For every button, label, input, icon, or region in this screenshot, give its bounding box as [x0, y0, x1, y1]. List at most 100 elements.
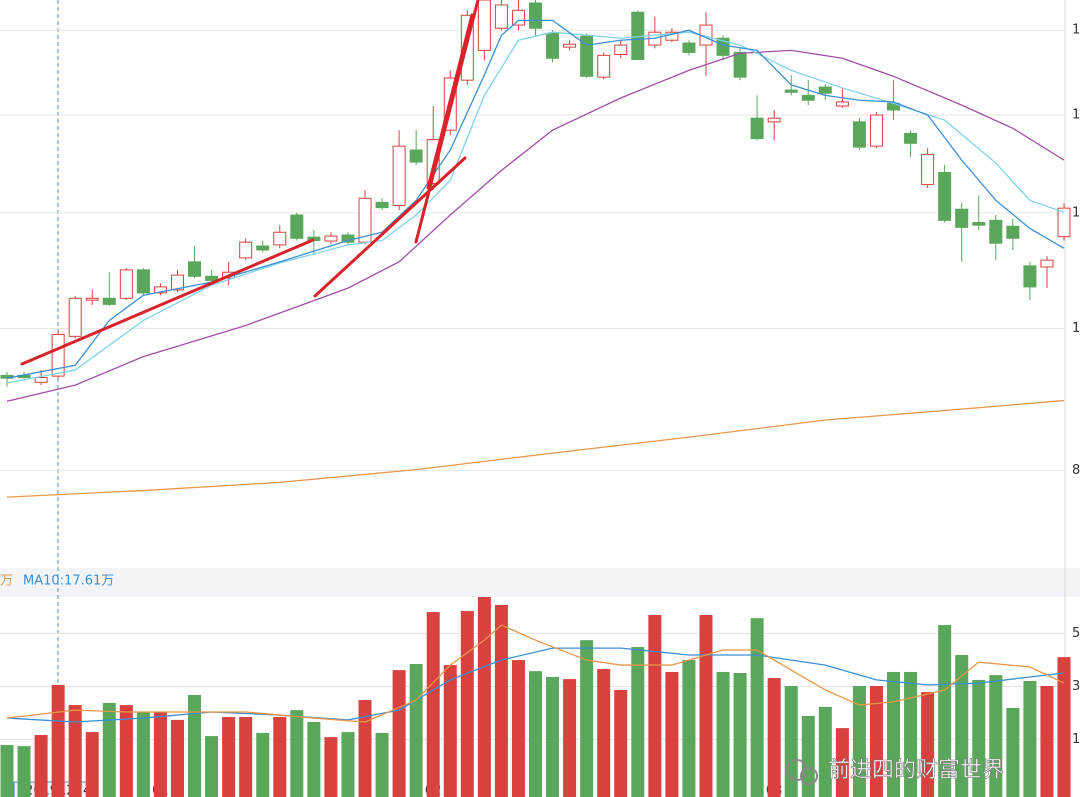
candle-body	[767, 117, 781, 123]
volume-bar	[409, 664, 423, 797]
candle-body	[102, 297, 116, 305]
candle-body	[733, 51, 747, 78]
y-tick-label: 1	[1072, 732, 1080, 747]
candle-body	[1023, 265, 1037, 288]
candle-body	[597, 54, 611, 78]
candle-body	[273, 231, 287, 246]
candle-body	[904, 132, 918, 144]
volume-bar	[341, 732, 355, 797]
volume-bar	[0, 745, 14, 797]
volume-bar	[290, 710, 304, 797]
volume-bar	[256, 732, 270, 797]
y-tick-label: 8	[1072, 463, 1080, 478]
candle-body	[955, 208, 969, 228]
candle-body	[136, 269, 150, 294]
ma-line	[6, 399, 1065, 498]
volume-bar	[563, 679, 577, 797]
trend-lines	[20, 0, 480, 366]
volume-bar	[614, 689, 628, 797]
ma-line	[6, 31, 1065, 384]
candle-body	[580, 35, 594, 77]
volume-bar	[273, 717, 287, 797]
volume-bar	[716, 671, 730, 797]
volume-bar	[869, 686, 883, 797]
volume-bar	[989, 675, 1003, 797]
candle-body	[375, 201, 389, 209]
candle-body	[750, 117, 764, 140]
candle-body	[682, 42, 696, 53]
volume-bar	[239, 717, 253, 797]
volume-bar	[153, 711, 167, 797]
y-tick-label: 1	[1072, 23, 1080, 38]
volume-bar	[51, 684, 65, 797]
volume-bar	[580, 640, 594, 797]
ma-line	[6, 19, 1065, 379]
candle-body	[852, 121, 866, 148]
candle-body	[477, 0, 491, 51]
y-tick-label: 1	[1072, 321, 1080, 336]
candle-body	[119, 269, 133, 299]
candle-body	[938, 171, 952, 221]
y-tick-label: 3	[1072, 679, 1080, 694]
volume-bar	[119, 705, 133, 797]
candle-body	[51, 333, 65, 377]
volume-bar	[1040, 686, 1054, 797]
candle-body	[989, 219, 1003, 244]
candle-body	[1006, 225, 1020, 239]
y-tick-label: 1	[1072, 108, 1080, 123]
volume-bar	[494, 604, 508, 797]
volume-bar	[972, 679, 986, 797]
volume-bar	[852, 686, 866, 797]
legend-entry: MA10:17.61万	[23, 574, 114, 589]
y-tick-label: 5	[1072, 626, 1080, 641]
candle-body	[494, 4, 508, 29]
volume-bar	[324, 737, 338, 797]
volume-bar	[682, 660, 696, 797]
ma-line	[6, 624, 1065, 723]
candle-body	[511, 9, 525, 26]
volume-bar	[136, 711, 150, 797]
watermark-icon	[786, 759, 808, 781]
volume-bar	[767, 678, 781, 797]
volume-bar	[818, 706, 832, 797]
volume-bar	[1006, 707, 1020, 797]
volume-bar	[34, 735, 48, 797]
candle-body	[392, 145, 406, 207]
candle-body	[85, 297, 99, 301]
candle-body	[290, 214, 304, 239]
watermark-text: 前进四的财富世界	[828, 758, 1004, 783]
candle-body	[921, 153, 935, 185]
candle-body	[614, 44, 628, 55]
candle-body	[529, 2, 542, 29]
candle-body	[716, 37, 730, 56]
candle-body	[1040, 259, 1054, 268]
volume-bar	[443, 665, 457, 797]
candle-body	[205, 275, 219, 281]
volume-bar	[307, 722, 321, 797]
volume-bar	[597, 669, 611, 797]
volume-bar	[631, 647, 645, 797]
volume-bar	[358, 700, 372, 797]
candle-body	[835, 101, 849, 107]
volume-bar	[170, 719, 184, 797]
volume-bar	[665, 671, 679, 797]
volume-bar	[955, 655, 969, 797]
volume-bar	[460, 611, 474, 797]
candle-body	[170, 274, 184, 291]
watermark-icon	[800, 767, 818, 785]
volume-bar	[921, 692, 935, 797]
volume-bar	[511, 660, 525, 797]
candle-body	[546, 32, 560, 59]
volume-bar	[733, 673, 747, 797]
volume-bar	[699, 615, 713, 797]
trend-line	[414, 0, 480, 244]
volume-bar	[222, 717, 236, 797]
volume-bar	[85, 732, 99, 797]
volume-bar	[17, 746, 31, 797]
volume-bar	[188, 695, 202, 797]
candle-body	[324, 235, 338, 242]
legend-entry: 万	[0, 574, 13, 589]
